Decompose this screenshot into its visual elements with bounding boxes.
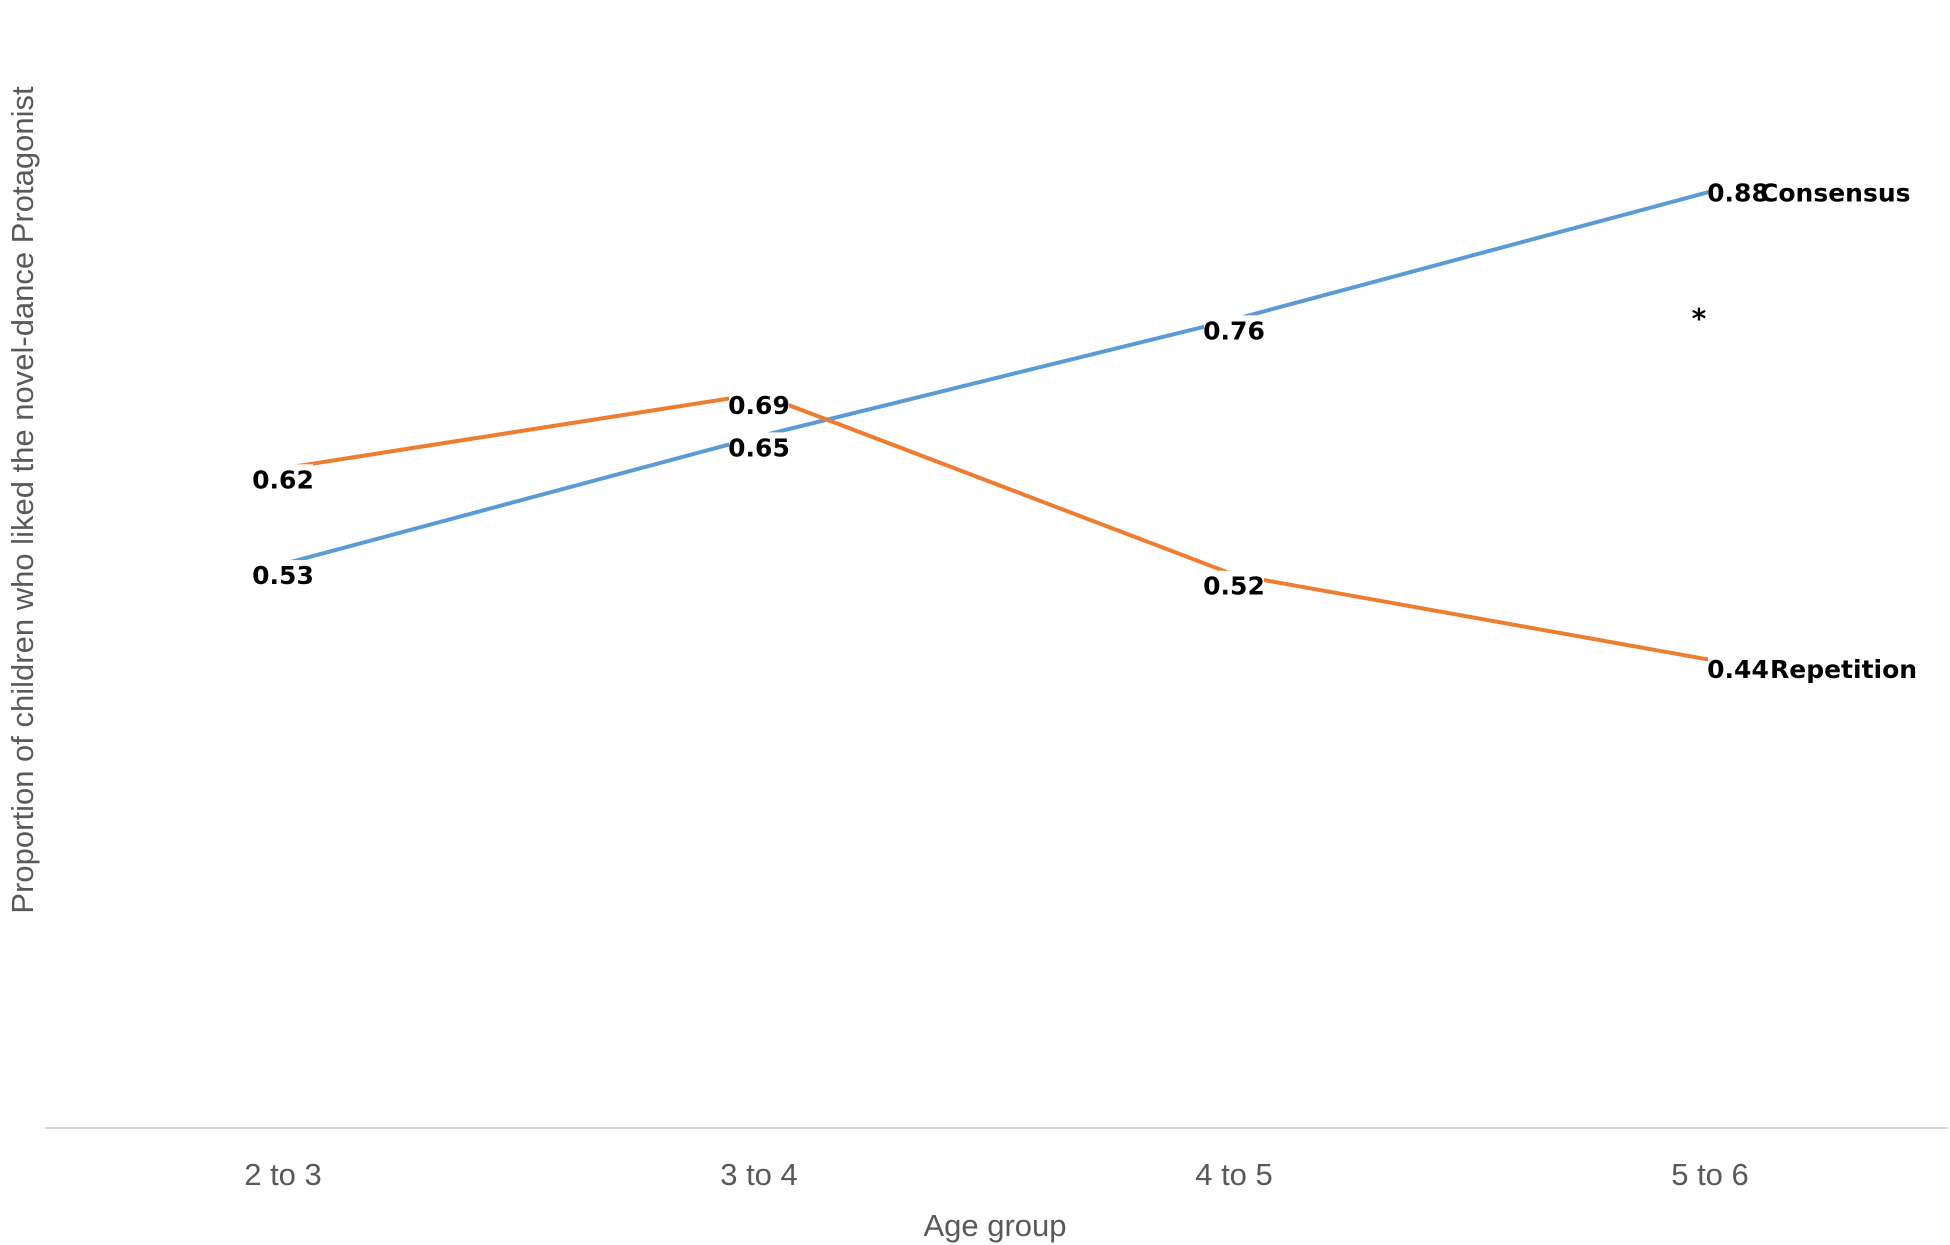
data-label-background	[729, 432, 789, 463]
x-tick-label: 2 to 3	[244, 1157, 322, 1192]
x-tick-label: 4 to 5	[1195, 1157, 1273, 1192]
series-label-repetition: Repetition	[1770, 655, 1917, 684]
series-line-repetition	[281, 391, 1712, 662]
data-label-background	[1708, 653, 1768, 684]
x-axis-title: Age group	[923, 1208, 1066, 1243]
data-labels: 0.53 0.65 0.76 0.88 0.62 0.69 0.52 0.44 Consensu…	[252, 177, 1917, 684]
x-tick-labels: 2 to 3 3 to 4 4 to 5 5 to 6	[244, 1157, 1749, 1192]
data-label-background	[729, 389, 789, 420]
data-label-background	[1204, 570, 1264, 601]
significance-marker: *	[1692, 302, 1707, 335]
data-label-consensus: 0.88	[1707, 179, 1769, 208]
data-label-repetition: 0.62	[252, 465, 314, 494]
data-label-background	[1708, 177, 1768, 208]
data-label-repetition: 0.52	[1203, 572, 1265, 601]
series-line-consensus	[281, 189, 1712, 567]
x-tick-label: 3 to 4	[720, 1157, 798, 1192]
data-label-repetition: 0.44	[1707, 655, 1769, 684]
data-label-background	[253, 560, 313, 591]
y-axis-title: Proportion of children who liked the nov…	[5, 86, 40, 914]
data-label-consensus: 0.53	[252, 561, 314, 590]
data-label-background	[1204, 315, 1264, 346]
data-label-consensus: 0.76	[1203, 316, 1265, 345]
data-label-background	[253, 464, 313, 495]
data-label-consensus: 0.65	[728, 433, 790, 462]
x-tick-label: 5 to 6	[1671, 1157, 1749, 1192]
series-label-consensus: Consensus	[1760, 179, 1911, 208]
series-lines	[281, 189, 1712, 662]
data-label-repetition: 0.69	[728, 391, 790, 420]
